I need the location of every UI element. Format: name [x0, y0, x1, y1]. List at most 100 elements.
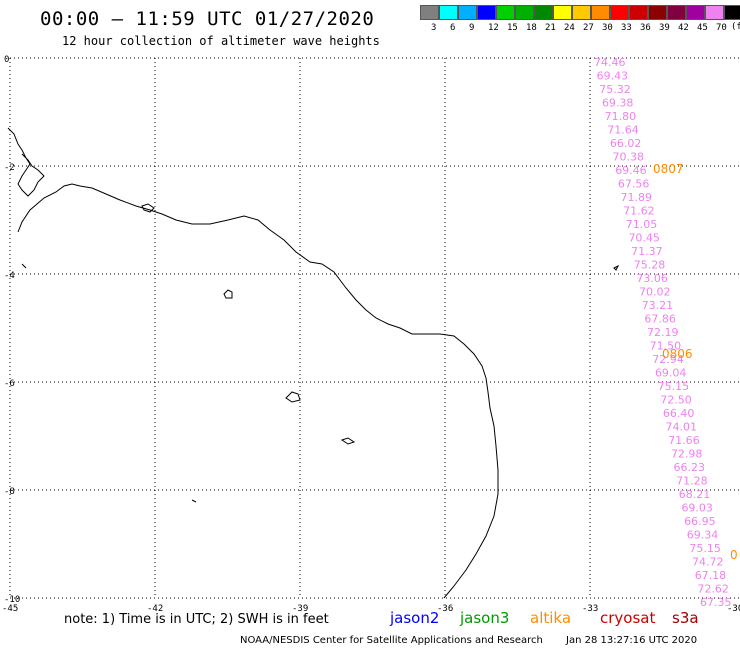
wave-height-value: 66.95	[684, 515, 716, 528]
lat-tick-label: -8	[4, 487, 15, 497]
lon-tick-label: -33	[582, 604, 598, 614]
altika-track: 74.4669.4375.3269.3871.8071.6466.0270.38…	[594, 56, 738, 609]
satellite-altika: altika	[530, 609, 572, 627]
legend-label: 6	[450, 23, 456, 33]
legend-swatch: 21	[534, 5, 556, 33]
legend-swatch: 33	[610, 5, 632, 33]
legend-swatch: 12	[477, 5, 499, 33]
wave-height-value: 67.86	[644, 313, 676, 326]
coastline	[7, 127, 620, 599]
lon-tick-label: -36	[437, 604, 453, 614]
legend-label: 36	[640, 23, 651, 33]
satellite-jason3: jason3	[460, 609, 510, 627]
wave-height-value: 75.15	[658, 380, 690, 393]
legend-label: 39	[659, 23, 670, 33]
coastline-shoal	[141, 203, 155, 213]
wave-height-value: 72.94	[652, 353, 684, 366]
legend-label: 15	[507, 23, 518, 33]
color-legend: 3 6 9 12 15 18 21 24 27 30 33 36 39 42 45 70	[420, 5, 740, 33]
coastline-northwest	[7, 127, 45, 197]
satellite-jason2: jason2	[390, 609, 440, 627]
wave-height-value: 72.50	[660, 394, 692, 407]
time-marker: 0	[730, 548, 738, 562]
legend-swatch: 70	[705, 5, 727, 33]
wave-height-value: 66.02	[610, 137, 642, 150]
wave-height-value: 66.40	[663, 407, 695, 420]
axis-labels: -45 -42 -39 -36 -33 -30 0 -2 -4 -6 -8 -10	[2, 55, 740, 614]
wave-height-value: 70.02	[639, 286, 671, 299]
legend-label: 27	[583, 23, 594, 33]
footer-credit: NOAA/NESDIS Center for Satellite Applica…	[240, 635, 543, 646]
lon-tick-label: -42	[147, 604, 163, 614]
lon-tick-label: -39	[292, 604, 308, 614]
legend-swatch: 9	[458, 5, 477, 33]
legend-swatch: 42	[667, 5, 689, 33]
legend-label: 18	[526, 23, 537, 33]
wave-height-value: 70.38	[613, 151, 645, 164]
island-3	[340, 437, 356, 445]
island-6	[21, 263, 27, 269]
wave-height-value: 71.50	[650, 340, 682, 353]
wave-height-value: 73.21	[642, 299, 674, 312]
wave-height-value: 71.80	[605, 110, 637, 123]
wave-height-value: 74.46	[594, 56, 626, 69]
legend-swatch	[724, 5, 740, 20]
legend-swatch: 36	[629, 5, 651, 33]
legend-swatch: 3	[420, 5, 439, 33]
wave-height-value: 68.21	[679, 488, 711, 501]
wave-height-value: 71.37	[631, 245, 663, 258]
legend-label: 30	[602, 23, 613, 33]
wave-height-value: 71.89	[621, 191, 653, 204]
lat-tick-label: -6	[4, 379, 15, 389]
wave-height-value: 75.32	[599, 83, 631, 96]
island-5	[191, 499, 197, 503]
satellite-s3a: s3a	[672, 609, 699, 627]
legend-swatch: 6	[439, 5, 458, 33]
page-title: 00:00 – 11:59 UTC 01/27/2020	[40, 8, 375, 30]
wave-height-value: 71.62	[623, 205, 655, 218]
legend-swatch: 45	[686, 5, 708, 33]
footer-timestamp: Jan 28 13:27:16 UTC 2020	[566, 635, 698, 646]
wave-height-value: 66.23	[674, 461, 706, 474]
wave-height-value: 69.04	[655, 367, 687, 380]
legend-label: 24	[564, 23, 575, 33]
wave-height-value: 69.43	[597, 70, 629, 83]
legend-swatch: 18	[515, 5, 537, 33]
legend-label: 21	[545, 23, 556, 33]
wave-height-value: 74.72	[692, 556, 724, 569]
wave-height-value: 72.98	[671, 448, 703, 461]
wave-height-value: 69.38	[602, 97, 634, 110]
legend-label: 45	[697, 23, 708, 33]
wave-height-value: 67.35	[700, 596, 732, 609]
legend-swatch: 39	[648, 5, 670, 33]
lat-tick-label: -10	[4, 595, 20, 605]
legend-label: 70	[716, 23, 727, 33]
wave-height-value: 71.64	[607, 124, 639, 137]
wave-height-value: 71.28	[676, 475, 708, 488]
wave-height-value: 67.18	[695, 569, 727, 582]
legend-label: 3	[431, 23, 437, 33]
legend-label: 12	[488, 23, 499, 33]
lon-tick-label: -30	[727, 604, 740, 614]
wave-height-value: 67.56	[618, 178, 650, 191]
legend-swatch: 27	[572, 5, 594, 33]
wave-height-value: 74.01	[666, 421, 698, 434]
wave-height-value: 71.66	[668, 434, 700, 447]
wave-height-value: 69.46	[615, 164, 647, 177]
note-text: note: 1) Time is in UTC; 2) SWH is in fe…	[64, 612, 329, 627]
footer: NOAA/NESDIS Center for Satellite Applica…	[240, 635, 697, 646]
wave-height-value: 75.28	[634, 259, 666, 272]
lat-tick-label: -4	[4, 271, 15, 281]
satellite-cryosat: cryosat	[600, 609, 656, 627]
lat-tick-label: -2	[4, 163, 15, 173]
wave-height-value: 72.19	[647, 326, 679, 339]
time-marker: 0807	[653, 162, 684, 176]
lat-tick-label: 0	[4, 55, 9, 65]
island-2	[285, 391, 301, 403]
legend-label: 42	[678, 23, 689, 33]
coastline-main	[17, 183, 499, 599]
wave-height-value: 71.05	[626, 218, 658, 231]
island-1	[223, 289, 233, 299]
